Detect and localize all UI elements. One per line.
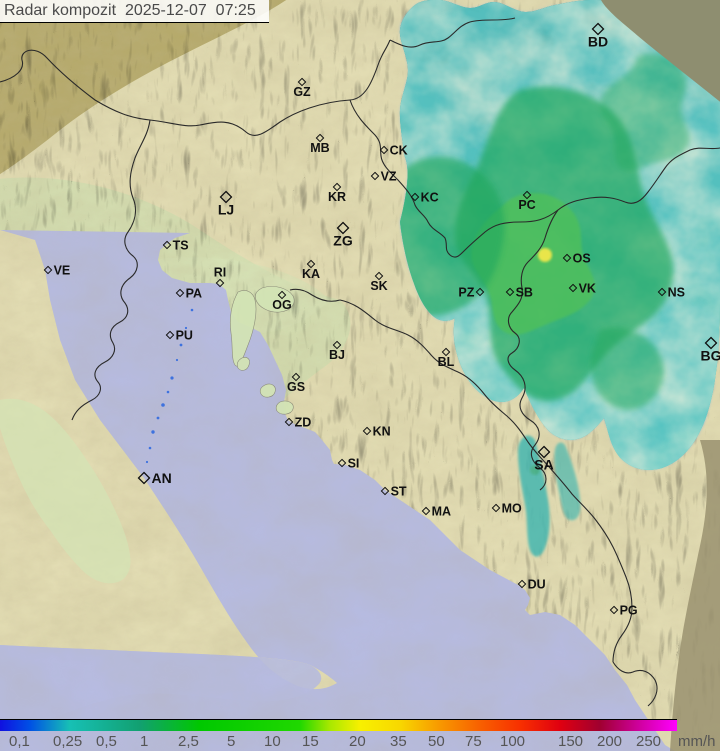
svg-text:BD: BD — [588, 33, 608, 49]
svg-text:VK: VK — [579, 281, 596, 295]
svg-text:SK: SK — [370, 279, 387, 293]
svg-text:LJ: LJ — [218, 201, 234, 217]
svg-text:SB: SB — [516, 285, 533, 299]
svg-text:BL: BL — [438, 355, 455, 369]
svg-text:DU: DU — [528, 577, 546, 591]
svg-text:BJ: BJ — [329, 348, 345, 362]
svg-text:VE: VE — [54, 263, 71, 277]
svg-text:VZ: VZ — [381, 169, 397, 183]
svg-text:KR: KR — [328, 190, 346, 204]
svg-text:AN: AN — [152, 470, 172, 486]
svg-text:MO: MO — [502, 501, 522, 515]
svg-text:RI: RI — [214, 265, 227, 279]
svg-text:TS: TS — [173, 238, 189, 252]
svg-text:MB: MB — [310, 141, 329, 155]
svg-text:NS: NS — [668, 285, 685, 299]
svg-text:OG: OG — [272, 298, 291, 312]
svg-text:KN: KN — [373, 424, 391, 438]
svg-text:GS: GS — [287, 380, 305, 394]
svg-text:OS: OS — [573, 251, 591, 265]
svg-text:GZ: GZ — [293, 85, 311, 99]
svg-text:CK: CK — [390, 143, 408, 157]
svg-text:SI: SI — [348, 456, 360, 470]
svg-text:PU: PU — [176, 328, 193, 342]
svg-text:MA: MA — [432, 504, 451, 518]
svg-text:PG: PG — [620, 603, 638, 617]
svg-text:SA: SA — [534, 456, 553, 472]
svg-text:KC: KC — [421, 190, 439, 204]
svg-text:ZD: ZD — [295, 415, 312, 429]
svg-text:BG: BG — [701, 347, 720, 363]
svg-text:KA: KA — [302, 267, 320, 281]
svg-text:ZG: ZG — [333, 232, 353, 248]
svg-text:ST: ST — [391, 484, 407, 498]
svg-text:PZ: PZ — [458, 285, 474, 299]
svg-text:PC: PC — [518, 198, 535, 212]
svg-text:PA: PA — [186, 286, 202, 300]
